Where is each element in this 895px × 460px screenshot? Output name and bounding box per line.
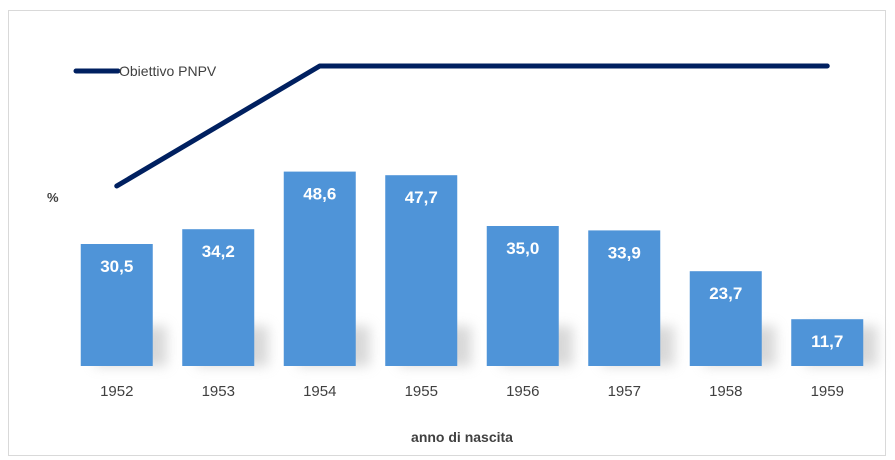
bar-1959 [791,319,864,366]
bars: 30,5 34,2 48,6 47,7 35,0 33,9 23,7 11,7 [80,171,864,366]
x-tick-1952: 1952 [100,383,133,400]
bar-1958 [689,271,762,366]
bar-1953 [182,229,255,366]
x-tick-1958: 1958 [709,383,742,400]
bar-1955 [385,175,458,366]
x-tick-1954: 1954 [303,383,336,400]
data-label-1952: 30,5 [100,257,133,276]
y-axis-unit: % [47,190,59,205]
x-tick-1955: 1955 [405,383,438,400]
legend-label: Obiettivo PNPV [119,63,217,79]
target-line-path [114,63,830,189]
data-label-1954: 48,6 [303,185,336,204]
data-label-1955: 47,7 [405,188,438,207]
bar-1957 [588,230,661,366]
x-axis-ticks: 1952 1953 1954 1955 1956 1957 1958 1959 [100,383,844,400]
data-label-1959: 11,7 [811,332,843,351]
x-tick-1957: 1957 [608,383,641,400]
bar-1952 [80,244,153,366]
x-tick-1956: 1956 [506,383,539,400]
data-label-1953: 34,2 [202,242,235,261]
x-tick-1953: 1953 [202,383,235,400]
data-label-1957: 33,9 [608,243,641,262]
bar-1956 [486,226,559,366]
bar-1954 [283,171,356,366]
data-label-1958: 23,7 [709,284,742,303]
x-axis-title: anno di nascita [411,429,513,445]
data-label-1956: 35,0 [506,239,539,258]
x-tick-1959: 1959 [811,383,844,400]
target-line [114,63,830,189]
